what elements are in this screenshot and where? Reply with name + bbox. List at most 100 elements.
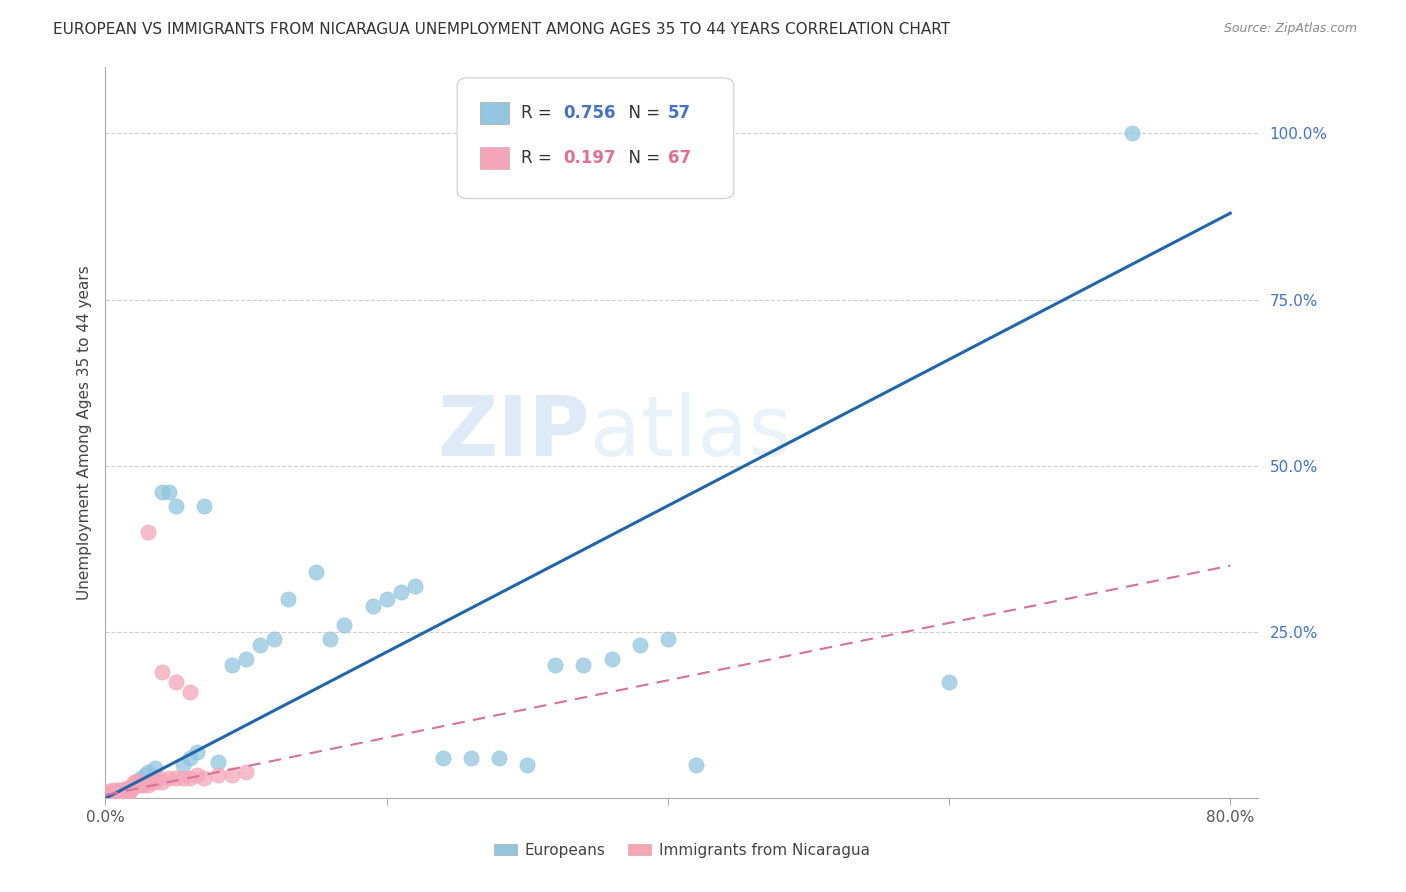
- Point: [104, 788, 127, 802]
- Point: [97, 788, 120, 802]
- Point: [460, 751, 482, 765]
- Point: [221, 768, 243, 782]
- Point: [103, 785, 125, 799]
- Legend: Europeans, Immigrants from Nicaragua: Europeans, Immigrants from Nicaragua: [488, 837, 876, 863]
- Point: [108, 788, 131, 802]
- Point: [333, 618, 356, 632]
- Point: [117, 785, 139, 799]
- Point: [132, 778, 155, 792]
- Point: [179, 772, 201, 786]
- Point: [122, 774, 145, 789]
- Point: [108, 788, 131, 802]
- Point: [193, 772, 215, 786]
- Point: [165, 772, 187, 786]
- Point: [104, 788, 127, 802]
- Point: [105, 783, 128, 797]
- Point: [131, 774, 153, 789]
- Text: 67: 67: [668, 149, 692, 168]
- Point: [600, 651, 623, 665]
- Point: [263, 632, 285, 646]
- Point: [111, 783, 134, 797]
- Point: [172, 772, 194, 786]
- Point: [179, 685, 201, 699]
- FancyBboxPatch shape: [457, 78, 734, 199]
- Point: [207, 755, 229, 769]
- Point: [685, 758, 707, 772]
- Point: [1121, 127, 1143, 141]
- Point: [389, 585, 412, 599]
- Point: [112, 788, 135, 802]
- Text: N =: N =: [619, 149, 666, 168]
- Point: [112, 788, 135, 802]
- Point: [139, 774, 162, 789]
- Point: [98, 785, 121, 799]
- Point: [143, 761, 166, 775]
- Point: [125, 774, 148, 789]
- Point: [165, 499, 187, 513]
- Point: [121, 781, 143, 796]
- Text: EUROPEAN VS IMMIGRANTS FROM NICARAGUA UNEMPLOYMENT AMONG AGES 35 TO 44 YEARS COR: EUROPEAN VS IMMIGRANTS FROM NICARAGUA UN…: [53, 22, 950, 37]
- Point: [193, 499, 215, 513]
- Point: [98, 788, 121, 802]
- Point: [97, 785, 120, 799]
- Point: [375, 591, 398, 606]
- Point: [186, 745, 208, 759]
- Point: [235, 764, 257, 779]
- Point: [134, 768, 156, 782]
- Point: [120, 781, 142, 796]
- Text: 57: 57: [668, 104, 692, 122]
- Point: [101, 788, 124, 802]
- Point: [124, 778, 146, 792]
- Point: [101, 786, 124, 800]
- Point: [305, 566, 328, 580]
- Point: [108, 783, 131, 797]
- Point: [136, 778, 159, 792]
- Point: [98, 788, 121, 802]
- Point: [122, 778, 145, 792]
- Point: [118, 781, 141, 796]
- Point: [115, 781, 138, 796]
- Text: ZIP: ZIP: [437, 392, 589, 473]
- Point: [657, 632, 679, 646]
- Point: [572, 658, 595, 673]
- Point: [114, 788, 136, 802]
- Point: [150, 485, 173, 500]
- Point: [110, 785, 132, 799]
- Point: [96, 788, 118, 802]
- Point: [114, 783, 136, 797]
- Point: [114, 788, 136, 802]
- Point: [179, 751, 201, 765]
- Point: [97, 788, 120, 802]
- Point: [120, 781, 142, 796]
- Point: [157, 772, 180, 786]
- Point: [118, 785, 141, 799]
- Point: [165, 675, 187, 690]
- Point: [432, 751, 454, 765]
- Point: [96, 786, 118, 800]
- Point: [107, 788, 129, 802]
- Point: [136, 764, 159, 779]
- Point: [111, 788, 134, 802]
- Point: [115, 785, 138, 799]
- Point: [361, 599, 384, 613]
- Point: [136, 525, 159, 540]
- Point: [127, 778, 149, 792]
- Point: [104, 785, 127, 799]
- Point: [186, 768, 208, 782]
- Point: [277, 591, 299, 606]
- Point: [111, 788, 134, 802]
- Point: [110, 788, 132, 802]
- Point: [107, 785, 129, 799]
- Text: R =: R =: [520, 104, 557, 122]
- Point: [121, 781, 143, 796]
- Point: [207, 768, 229, 782]
- Text: R =: R =: [520, 149, 557, 168]
- Point: [100, 788, 122, 802]
- Point: [118, 785, 141, 799]
- Point: [221, 658, 243, 673]
- Point: [404, 578, 426, 592]
- Point: [117, 781, 139, 796]
- Point: [117, 785, 139, 799]
- Text: 0.756: 0.756: [564, 104, 616, 122]
- Point: [134, 774, 156, 789]
